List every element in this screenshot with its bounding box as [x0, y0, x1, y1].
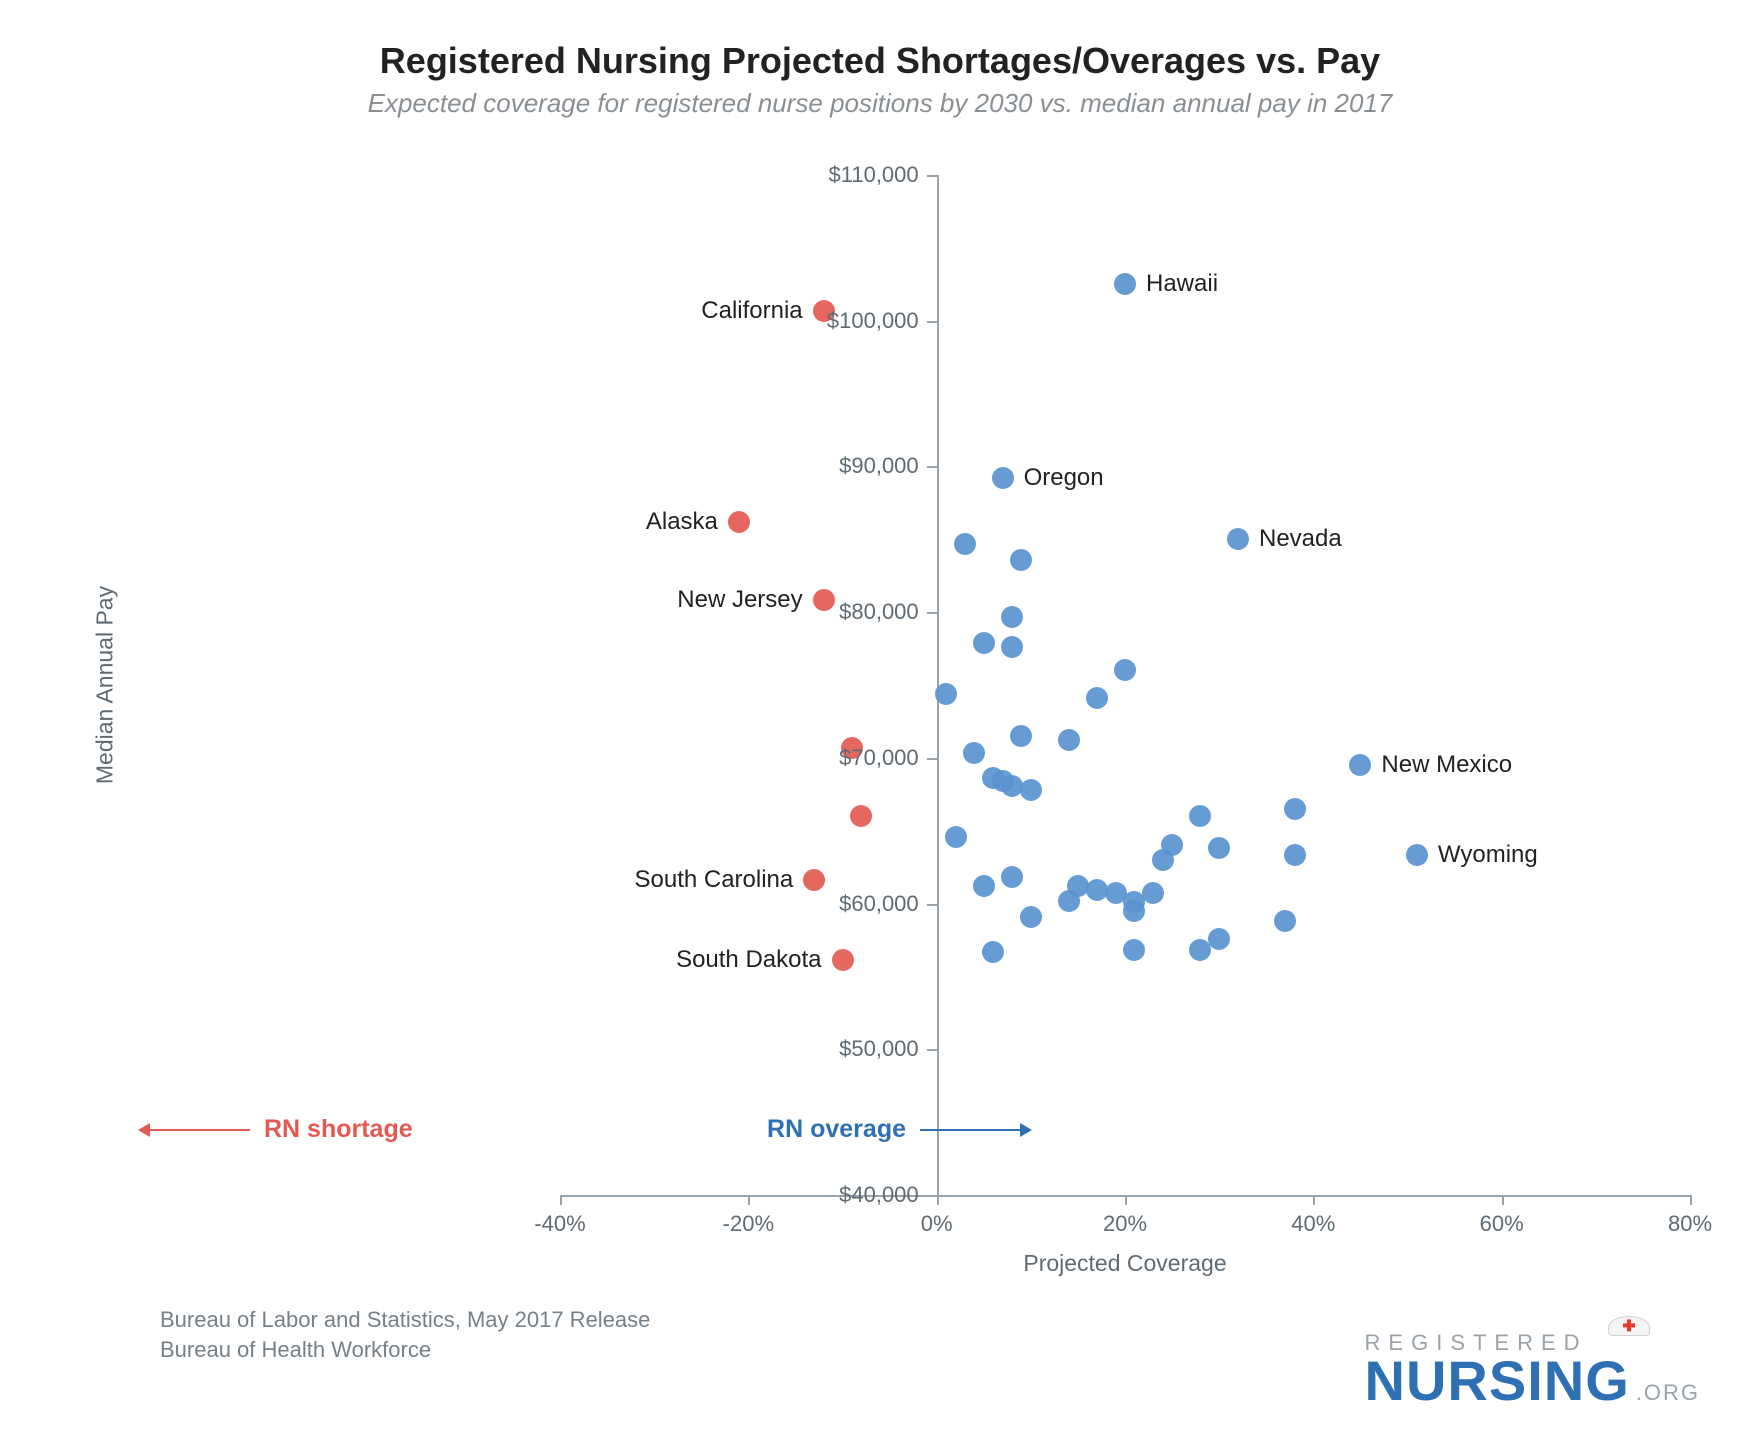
shortage-point: [832, 949, 854, 971]
overage-point: [992, 467, 1014, 489]
y-tick: [927, 466, 937, 468]
overage-point: [982, 941, 1004, 963]
overage-point: [963, 742, 985, 764]
x-tick-label: 60%: [1480, 1211, 1524, 1237]
y-tick-label: $110,000: [829, 162, 919, 188]
y-tick: [927, 321, 937, 323]
point-label: New Jersey: [677, 586, 802, 614]
logo-main-text: NURSING: [1365, 1356, 1630, 1406]
overage-point: [1010, 549, 1032, 571]
source-line: Bureau of Health Workforce: [160, 1335, 650, 1365]
overage-point: [973, 632, 995, 654]
source-line: Bureau of Labor and Statistics, May 2017…: [160, 1305, 650, 1335]
overage-point: [1208, 928, 1230, 950]
x-axis-label: Projected Coverage: [1023, 1250, 1226, 1277]
overage-point: [1152, 849, 1174, 871]
shortage-point: [850, 805, 872, 827]
source-citation: Bureau of Labor and Statistics, May 2017…: [160, 1305, 650, 1364]
overage-point: [1114, 659, 1136, 681]
point-label: New Mexico: [1381, 751, 1512, 779]
y-tick-label: $70,000: [839, 745, 919, 771]
y-tick-label: $90,000: [839, 453, 919, 479]
x-tick: [1502, 1195, 1504, 1205]
y-tick: [927, 1195, 937, 1197]
x-tick-label: -40%: [534, 1211, 585, 1237]
y-tick-label: $80,000: [839, 599, 919, 625]
overage-point: [935, 683, 957, 705]
x-tick-label: 0%: [921, 1211, 953, 1237]
overage-point: [1284, 844, 1306, 866]
y-tick: [927, 175, 937, 177]
overage-point: [1086, 687, 1108, 709]
point-label: Nevada: [1259, 525, 1342, 553]
x-tick: [1690, 1195, 1692, 1205]
x-tick: [748, 1195, 750, 1205]
y-tick-label: $40,000: [839, 1182, 919, 1208]
point-label: Wyoming: [1438, 841, 1538, 869]
y-tick: [927, 758, 937, 760]
chart-page: Registered Nursing Projected Shortages/O…: [0, 0, 1760, 1446]
x-tick: [560, 1195, 562, 1205]
y-axis-label: Median Annual Pay: [92, 586, 119, 784]
overage-point: [1123, 900, 1145, 922]
x-tick-label: 20%: [1103, 1211, 1147, 1237]
overage-point: [1208, 837, 1230, 859]
overage-point: [1227, 528, 1249, 550]
point-label: Hawaii: [1146, 270, 1218, 298]
logo-suffix-text: .ORG: [1636, 1380, 1700, 1406]
overage-point: [1142, 882, 1164, 904]
overage-point: [1349, 754, 1371, 776]
overage-point: [1001, 636, 1023, 658]
shortage-point: [803, 869, 825, 891]
overage-point: [945, 826, 967, 848]
brand-logo: REGISTERED NURSING .ORG: [1365, 1330, 1700, 1406]
overage-point: [1001, 866, 1023, 888]
overage-point: [973, 875, 995, 897]
y-tick-label: $60,000: [839, 891, 919, 917]
overage-point: [1010, 725, 1032, 747]
point-label: California: [701, 297, 802, 325]
overage-point: [1001, 606, 1023, 628]
y-tick-label: $100,000: [827, 308, 919, 334]
shortage-point: [813, 589, 835, 611]
overage-point: [1189, 939, 1211, 961]
shortage-point: [728, 511, 750, 533]
y-tick: [927, 1049, 937, 1051]
point-label: Oregon: [1024, 464, 1104, 492]
overage-point: [1123, 939, 1145, 961]
overage-point: [1284, 798, 1306, 820]
shortage-legend-label: RN shortage: [264, 1115, 413, 1144]
point-label: South Dakota: [676, 946, 821, 974]
x-tick-label: 80%: [1668, 1211, 1712, 1237]
overage-point: [954, 533, 976, 555]
chart-subtitle: Expected coverage for registered nurse p…: [0, 88, 1760, 119]
y-tick: [927, 904, 937, 906]
chart-title: Registered Nursing Projected Shortages/O…: [0, 40, 1760, 82]
overage-legend-arrow: [920, 1129, 1020, 1131]
x-tick: [1125, 1195, 1127, 1205]
x-tick-label: 40%: [1291, 1211, 1335, 1237]
overage-point: [1058, 890, 1080, 912]
overage-point: [1189, 805, 1211, 827]
point-label: Alaska: [646, 508, 718, 536]
y-tick-label: $50,000: [839, 1036, 919, 1062]
x-tick: [937, 1195, 939, 1205]
overage-point: [1114, 273, 1136, 295]
overage-legend-label: RN overage: [767, 1115, 906, 1144]
plot-area: [560, 175, 1690, 1195]
overage-point: [1058, 729, 1080, 751]
nurse-cap-icon: [1608, 1316, 1650, 1336]
x-tick: [1313, 1195, 1315, 1205]
overage-point: [1020, 906, 1042, 928]
y-tick: [927, 612, 937, 614]
overage-point: [1274, 910, 1296, 932]
overage-point: [1406, 844, 1428, 866]
x-tick-label: -20%: [723, 1211, 774, 1237]
shortage-legend-arrow: [150, 1129, 250, 1131]
point-label: South Carolina: [634, 866, 793, 894]
scatter-plot: [560, 175, 1690, 1195]
overage-point: [1020, 779, 1042, 801]
